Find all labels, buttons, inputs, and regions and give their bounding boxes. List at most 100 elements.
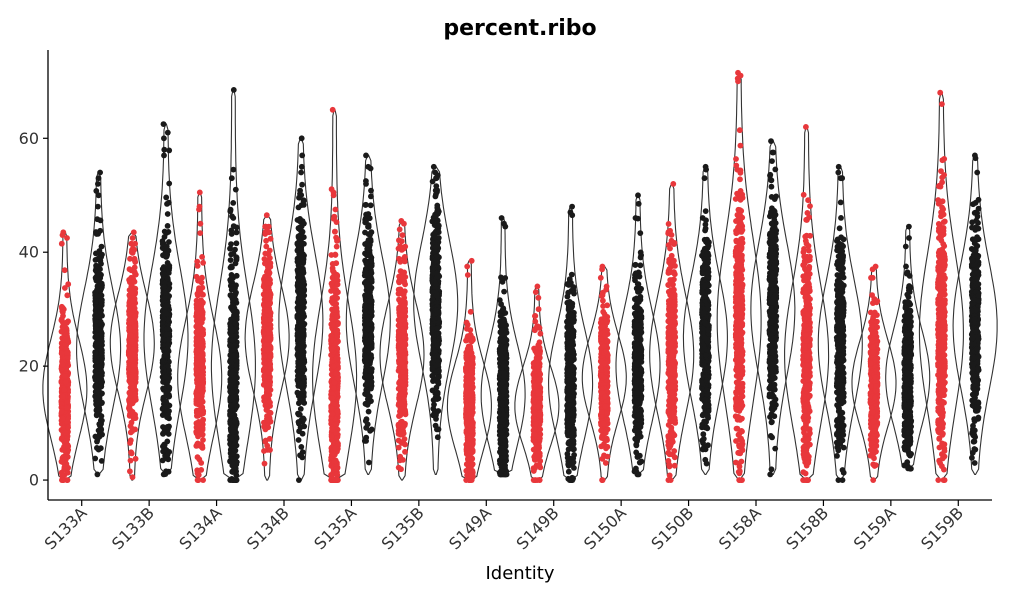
point <box>367 336 374 342</box>
point <box>130 367 137 374</box>
point <box>265 369 272 376</box>
outlier-point <box>263 212 270 219</box>
point <box>368 297 374 304</box>
point <box>363 381 369 388</box>
point <box>401 301 408 308</box>
point <box>267 317 274 323</box>
point <box>261 460 268 467</box>
point <box>433 384 440 391</box>
point <box>396 321 403 328</box>
point <box>267 353 273 360</box>
point <box>230 401 237 408</box>
point <box>397 347 404 354</box>
point <box>164 424 171 430</box>
point <box>330 363 337 370</box>
point <box>300 268 306 275</box>
point <box>295 225 302 232</box>
point <box>130 385 137 392</box>
point <box>60 415 66 422</box>
point <box>366 242 373 248</box>
point <box>265 301 272 308</box>
point <box>228 227 235 234</box>
point <box>163 331 170 338</box>
point <box>365 283 371 290</box>
point <box>162 306 168 313</box>
point <box>294 314 301 321</box>
point <box>363 424 370 431</box>
point <box>59 361 66 368</box>
point <box>195 411 202 418</box>
point <box>296 194 302 201</box>
point <box>62 429 69 436</box>
point <box>163 388 170 395</box>
point <box>228 251 235 258</box>
point <box>93 395 100 402</box>
point <box>132 352 138 358</box>
point <box>399 431 405 438</box>
point <box>297 273 304 280</box>
point <box>232 418 239 425</box>
point <box>194 328 201 334</box>
point <box>127 255 133 262</box>
point <box>332 228 338 235</box>
point <box>229 337 236 344</box>
point <box>297 216 303 222</box>
point <box>195 277 202 284</box>
point <box>333 466 339 472</box>
point <box>126 468 133 475</box>
point <box>165 199 172 206</box>
point <box>131 305 138 312</box>
point <box>160 379 167 385</box>
point <box>334 281 341 288</box>
point <box>365 396 371 403</box>
point <box>400 245 407 252</box>
point <box>65 415 71 422</box>
point <box>65 424 71 431</box>
outlier-point <box>329 106 336 113</box>
point <box>200 259 207 266</box>
outlier-point <box>330 192 337 199</box>
point <box>65 281 72 288</box>
point <box>299 315 306 321</box>
point <box>164 414 171 421</box>
point <box>127 457 134 464</box>
point <box>58 303 65 310</box>
point <box>328 405 335 411</box>
point <box>196 353 203 360</box>
point <box>231 442 237 449</box>
outlier-point <box>332 206 339 213</box>
point <box>198 460 205 466</box>
point <box>402 340 408 347</box>
point <box>198 399 204 405</box>
point <box>165 229 172 235</box>
point <box>398 391 404 397</box>
point <box>300 339 306 346</box>
point <box>334 238 340 244</box>
outlier-point <box>263 237 269 244</box>
point <box>295 368 302 375</box>
point <box>164 211 171 217</box>
point <box>363 438 369 444</box>
point <box>58 365 65 372</box>
outlier-point <box>129 249 136 256</box>
point <box>227 382 234 389</box>
point <box>98 458 105 464</box>
point <box>231 352 238 359</box>
point <box>363 362 370 369</box>
outlier-point <box>263 243 270 250</box>
point <box>367 165 374 172</box>
point <box>296 351 303 357</box>
point <box>63 438 70 444</box>
point <box>329 316 335 323</box>
point <box>395 385 402 392</box>
point <box>93 188 100 194</box>
point <box>92 318 99 325</box>
point <box>229 293 236 299</box>
point <box>329 426 336 433</box>
point <box>195 433 201 440</box>
point <box>63 349 70 356</box>
point <box>195 301 202 307</box>
point <box>95 305 102 311</box>
point <box>267 263 273 270</box>
point <box>231 346 237 353</box>
